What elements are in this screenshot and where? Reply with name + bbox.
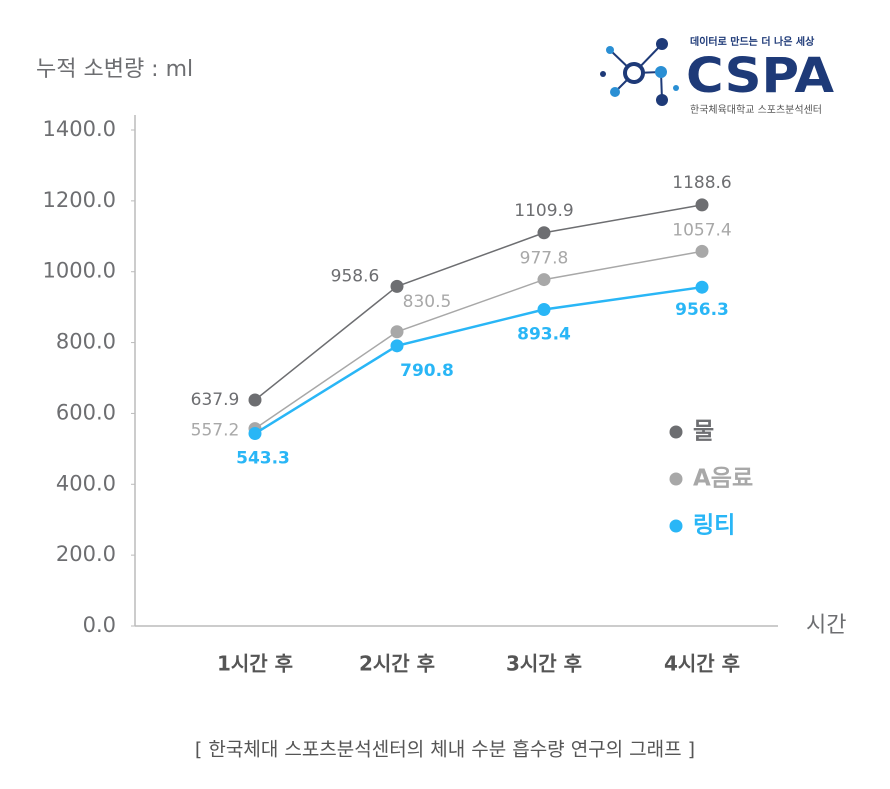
legend-marker [669, 425, 683, 439]
logo-name: CSPA [686, 48, 834, 104]
y-tick-label: 200.0 [56, 542, 116, 566]
legend-marker [669, 472, 683, 486]
legend-label: A음료 [693, 466, 753, 492]
legend-label: 물 [693, 419, 714, 445]
data-point [537, 273, 551, 287]
data-point [537, 302, 551, 316]
data-point [390, 325, 404, 339]
data-label: 557.2 [191, 421, 240, 441]
data-label: 790.8 [400, 361, 454, 381]
data-point [537, 226, 551, 240]
data-label: 956.3 [675, 300, 729, 320]
x-tick-label: 2시간 후 [359, 652, 435, 676]
data-point [390, 339, 404, 353]
data-label: 830.5 [403, 292, 452, 312]
data-point [695, 244, 709, 258]
data-label: 543.3 [236, 449, 290, 469]
series-line [254, 285, 703, 435]
x-tick-label: 3시간 후 [506, 652, 582, 676]
y-tick-label: 1200.0 [43, 188, 116, 212]
legend-label: 링티 [693, 513, 735, 539]
caption: [ 한국체대 스포츠분석센터의 체내 수분 흡수량 연구의 그래프 ] [195, 739, 695, 761]
data-point [695, 198, 709, 212]
data-point [248, 427, 262, 441]
x-axis-title: 시간 [806, 613, 846, 638]
data-label: 1109.9 [514, 201, 573, 221]
data-label: 893.4 [517, 324, 571, 344]
y-tick-label: 0.0 [83, 613, 116, 637]
data-label: 1057.4 [672, 220, 731, 240]
x-tick-label: 4시간 후 [664, 652, 740, 676]
data-point [695, 280, 709, 294]
logo: 데이터로 만드는 더 나은 세상 CSPA 한국체육대학교 스포츠분석센터 [600, 35, 834, 116]
legend-marker [669, 519, 683, 533]
y-axis-title: 누적 소변량 : ml [36, 57, 193, 82]
logo-subtitle: 한국체육대학교 스포츠분석센터 [690, 104, 822, 116]
x-tick-label: 1시간 후 [217, 652, 293, 676]
series-line [254, 250, 703, 430]
y-tick-label: 600.0 [56, 400, 116, 424]
data-label: 1188.6 [672, 173, 731, 193]
y-tick-label: 1000.0 [43, 259, 116, 283]
logo-slogan: 데이터로 만드는 더 나은 세상 [690, 35, 815, 48]
data-label: 958.6 [331, 266, 380, 286]
y-tick-label: 400.0 [56, 471, 116, 495]
y-tick-label: 800.0 [56, 330, 116, 354]
series-line [254, 204, 703, 401]
data-point [390, 279, 404, 293]
y-tick-label: 1400.0 [43, 117, 116, 141]
data-label: 637.9 [191, 390, 240, 410]
data-point [248, 393, 262, 407]
data-label: 977.8 [520, 249, 569, 269]
